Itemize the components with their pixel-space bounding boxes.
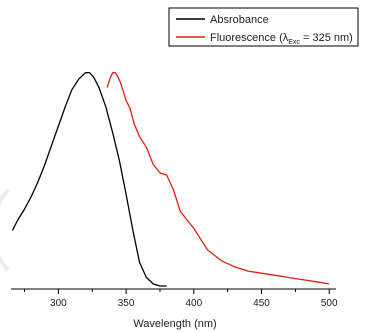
legend-label-fluorescence-prefix: Fluorescence (λ <box>210 32 289 44</box>
x-tick-label-450: 450 <box>253 298 270 309</box>
x-tick-label-300: 300 <box>50 298 67 309</box>
x-axis-ticks: 300 350 400 450 500 <box>24 289 338 309</box>
x-axis-title: Wavelength (nm) <box>133 318 216 330</box>
x-tick-label-500: 500 <box>321 298 338 309</box>
legend-label-fluorescence-suffix: = 325 nm) <box>300 32 353 44</box>
series-line-absorbance <box>11 72 167 287</box>
series-line-fluorescence <box>106 72 330 285</box>
x-tick-label-350: 350 <box>118 298 135 309</box>
legend-box <box>168 7 359 47</box>
legend-label-fluorescence: Fluorescence (λExc = 325 nm) <box>210 32 353 46</box>
legend-label-absorbance: Absrobance <box>210 14 269 26</box>
series-layer <box>11 72 330 287</box>
x-tick-label-400: 400 <box>185 298 202 309</box>
watermark-arc <box>0 188 10 272</box>
legend-label-fluorescence-subscript: Exc <box>288 39 300 46</box>
legend: Absrobance Fluorescence (λExc = 325 nm) <box>168 7 359 47</box>
